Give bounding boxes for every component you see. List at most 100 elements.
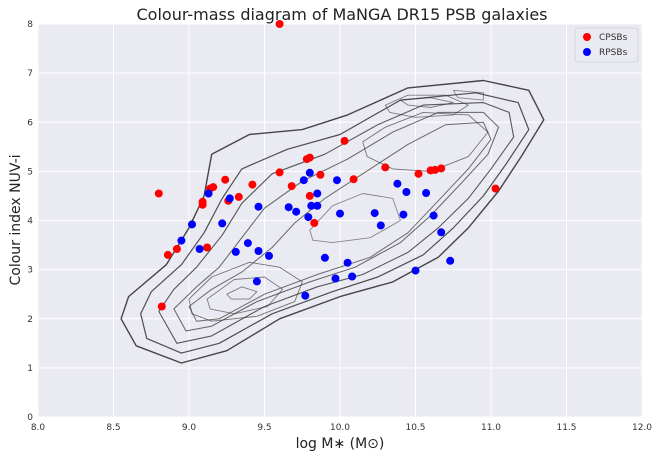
point-rpsbs (437, 228, 446, 237)
point-cpsbs (491, 184, 500, 193)
point-cpsbs (275, 168, 284, 177)
point-rpsbs (284, 203, 293, 212)
legend-marker-rpsbs (583, 48, 591, 56)
density-contour (362, 111, 489, 172)
point-rpsbs (402, 188, 411, 196)
point-cpsbs (221, 175, 230, 184)
point-rpsbs (231, 247, 240, 256)
tick-labels: 8.0 8.5 9.0 9.5 10.0 10.5 11.0 11.5 12.0 0 1 2 3 4 5 6 7… (27, 20, 652, 433)
legend-label-rpsbs: RPSBs (599, 48, 628, 58)
point-rpsbs (307, 201, 316, 210)
point-cpsbs (381, 163, 390, 172)
point-rpsbs (422, 189, 431, 197)
grid-lines (37, 23, 643, 418)
point-cpsbs (431, 165, 440, 174)
point-rpsbs (292, 207, 301, 216)
point-rpsbs (348, 272, 357, 281)
point-rpsbs (225, 194, 234, 203)
y-tick-label: 3 (27, 266, 33, 276)
y-tick-label: 7 (27, 69, 33, 79)
point-cpsbs (305, 191, 314, 200)
y-tick-label: 4 (27, 217, 33, 227)
point-rpsbs (301, 291, 310, 300)
point-cpsbs (340, 136, 349, 145)
point-rpsbs (429, 211, 438, 220)
point-rpsbs (188, 220, 196, 229)
point-rpsbs (254, 247, 263, 255)
x-tick-label: 8.0 (31, 423, 46, 433)
density-contour (309, 193, 401, 244)
point-cpsbs (316, 170, 325, 179)
point-cpsbs (437, 164, 446, 173)
point-rpsbs (204, 189, 213, 198)
x-axis-label: log M∗ (M⊙) (296, 436, 385, 452)
point-cpsbs (203, 243, 212, 252)
density-contour (226, 286, 258, 300)
density-contour (206, 276, 284, 315)
point-rpsbs (195, 245, 204, 253)
point-rpsbs (446, 256, 455, 265)
y-tick-label: 6 (27, 118, 33, 128)
y-tick-label: 8 (27, 20, 33, 30)
point-cpsbs (163, 250, 172, 259)
point-rpsbs (331, 274, 340, 283)
point-cpsbs (172, 245, 181, 253)
point-rpsbs (336, 209, 344, 218)
point-rpsbs (177, 236, 186, 245)
x-tick-label: 10.5 (405, 423, 425, 433)
point-cpsbs (234, 192, 243, 201)
point-cpsbs (248, 180, 257, 189)
x-tick-label: 8.5 (106, 423, 120, 433)
point-cpsbs (414, 169, 423, 178)
point-cpsbs (154, 189, 163, 198)
point-rpsbs (343, 258, 352, 267)
point-cpsbs (157, 302, 166, 311)
point-rpsbs (254, 202, 263, 211)
point-rpsbs (370, 209, 379, 218)
legend: CPSBs RPSBs (574, 27, 639, 63)
point-cpsbs (275, 20, 284, 28)
legend-marker-cpsbs (583, 33, 591, 41)
point-rpsbs (313, 189, 322, 198)
density-contour (399, 97, 454, 108)
x-tick-label: 11.0 (481, 423, 501, 433)
point-rpsbs (393, 179, 402, 188)
y-tick-label: 2 (27, 315, 33, 325)
point-cpsbs (198, 200, 207, 209)
density-contour (452, 89, 484, 101)
x-tick-label: 9.5 (257, 423, 271, 433)
point-rpsbs (304, 213, 313, 222)
point-rpsbs (243, 239, 252, 248)
density-contour (188, 261, 303, 322)
y-tick-label: 5 (27, 167, 33, 177)
x-tick-label: 10.0 (330, 423, 350, 433)
point-rpsbs (299, 176, 308, 185)
point-rpsbs (265, 251, 273, 260)
point-rpsbs (305, 168, 314, 177)
point-rpsbs (320, 253, 329, 262)
density-contour (140, 92, 530, 354)
x-tick-label: 9.0 (182, 423, 197, 433)
density-contour (173, 111, 500, 332)
x-tick-label: 11.5 (556, 423, 576, 433)
data-points (154, 20, 500, 311)
point-rpsbs (252, 277, 261, 286)
point-rpsbs (376, 221, 385, 230)
x-tick-label: 12.0 (632, 423, 652, 433)
legend-label-cpsbs: CPSBs (599, 33, 628, 43)
point-rpsbs (399, 210, 408, 219)
y-tick-label: 0 (27, 413, 33, 423)
point-rpsbs (218, 219, 227, 228)
point-cpsbs (349, 175, 358, 184)
point-rpsbs (333, 176, 341, 185)
point-cpsbs (302, 155, 311, 164)
point-cpsbs (310, 219, 319, 227)
point-rpsbs (313, 201, 322, 210)
point-rpsbs (411, 266, 420, 275)
chart-title: Colour-mass diagram of MaNGA DR15 PSB ga… (137, 5, 548, 24)
density-contour (158, 102, 515, 344)
y-axis-label: Colour index NUV-i (8, 154, 24, 285)
point-cpsbs (287, 182, 296, 191)
